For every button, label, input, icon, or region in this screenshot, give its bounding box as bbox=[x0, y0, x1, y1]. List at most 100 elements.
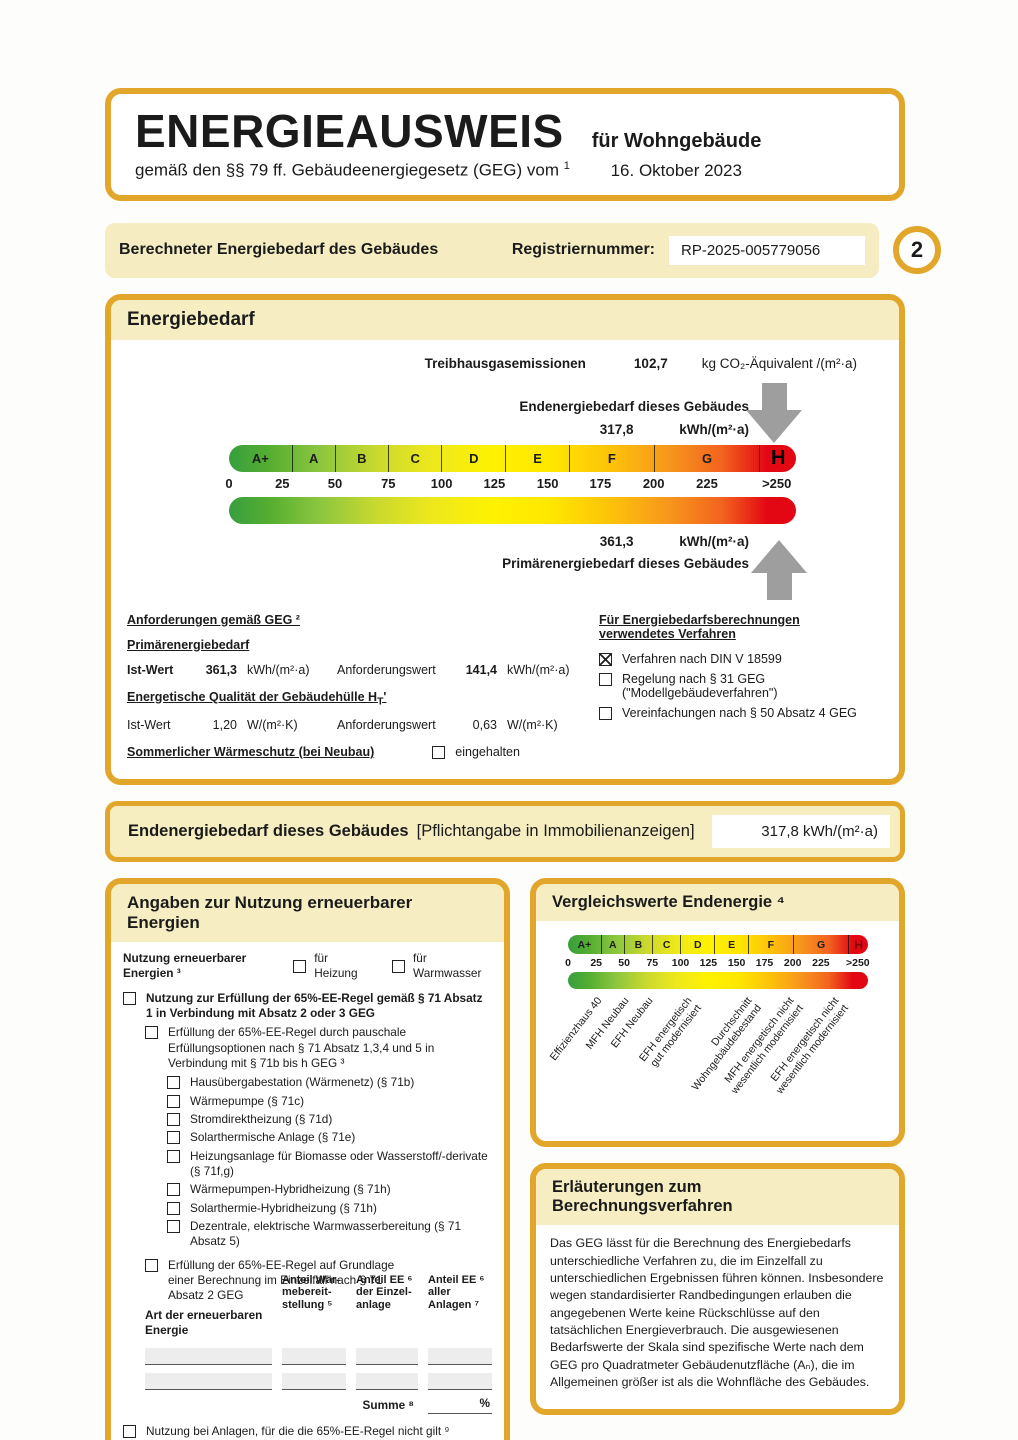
class-label: B bbox=[357, 450, 367, 466]
explanation-panel: Erläuterungen zum Berechnungsverfahren D… bbox=[530, 1163, 905, 1416]
method-option-row: Vereinfachungen nach § 50 Absatz 4 GEG bbox=[599, 706, 869, 720]
comparison-scale-ticks: 0 25 50 75 100 125 150 175 200 225 >250 bbox=[565, 957, 870, 970]
primary-energy-block: 361,3 kWh/(m²·a) Primärenergiebedarf die… bbox=[111, 534, 899, 571]
title-box: ENERGIEAUSWEIS für Wohngebäude gemäß den… bbox=[105, 88, 905, 201]
option-71e-checkbox[interactable] bbox=[167, 1131, 180, 1145]
option-71h-st-checkbox[interactable] bbox=[167, 1201, 180, 1215]
hot-water-checkbox[interactable] bbox=[392, 959, 406, 973]
summer-heat-protection-label: Sommerlicher Wärmeschutz (bei Neubau) bbox=[127, 745, 375, 760]
banner-label: Endenergiebedarf dieses Gebäudes bbox=[128, 822, 409, 841]
class-segment-g: G bbox=[655, 444, 761, 472]
hull-quality-heading: Energetische Qualität der Gebäudehülle H… bbox=[127, 689, 387, 708]
table-input-line[interactable] bbox=[356, 1373, 418, 1391]
primary-energy-label: Primärenergiebedarf dieses Gebäudes bbox=[502, 555, 749, 571]
comparison-panel: Vergleichswerte Endenergie ⁴ A+ A B C D … bbox=[530, 878, 905, 1148]
summer-heat-protection-checkbox[interactable] bbox=[432, 745, 446, 759]
energy-certificate-page: ENERGIEAUSWEIS für Wohngebäude gemäß den… bbox=[105, 88, 941, 1440]
option-71d-checkbox[interactable] bbox=[167, 1113, 180, 1127]
explanation-text: Das GEG lässt für die Berechnung des Ene… bbox=[550, 1236, 884, 1390]
energy-gradient-bar bbox=[229, 496, 796, 524]
scale-ticks: 0 25 50 75 100 125 150 175 200 225 >250 bbox=[225, 475, 792, 491]
option-71c-checkbox[interactable] bbox=[167, 1094, 180, 1108]
class-segment-b: B bbox=[336, 444, 390, 472]
end-energy-block: Endenergiebedarf dieses Gebäudes 317,8 k… bbox=[111, 399, 899, 437]
heating-checkbox[interactable] bbox=[293, 959, 307, 973]
registration-number-label: Registriernummer: bbox=[511, 241, 655, 259]
section-title: Berechneter Energiebedarf des Gebäudes bbox=[119, 241, 439, 259]
class-label: D bbox=[469, 450, 479, 466]
end-energy-arrow-icon bbox=[746, 382, 802, 443]
class-label: A bbox=[309, 450, 319, 466]
method-title: Für Energiebedarfsberechnungen verwendet… bbox=[599, 612, 800, 641]
class-segment-d: D bbox=[442, 444, 507, 472]
einzelfall-row: Erfüllung der 65%-EE-Regel auf Grundlage… bbox=[145, 1258, 492, 1304]
energiebedarf-header: Energiebedarf bbox=[111, 299, 899, 340]
method-simplification-checkbox[interactable] bbox=[599, 706, 612, 720]
registration-bar: Berechneter Energiebedarf des Gebäudes R… bbox=[105, 222, 879, 278]
ghg-emissions-row: Treibhausgasemissionen 102,7 kg CO₂-Äqui… bbox=[111, 356, 899, 371]
option-71b-checkbox[interactable] bbox=[167, 1076, 180, 1090]
table-input-line[interactable] bbox=[428, 1373, 492, 1391]
requirements-area: Anforderungen gemäß GEG ² Primärenergieb… bbox=[127, 613, 883, 760]
document-title: ENERGIEAUSWEIS bbox=[135, 105, 564, 157]
pauschal-checkbox[interactable] bbox=[145, 1026, 158, 1040]
table-input-line[interactable] bbox=[145, 1348, 272, 1366]
class-label: G bbox=[702, 450, 713, 466]
comparison-gradient-bar bbox=[568, 972, 868, 990]
table-1-sum-row: Summe ⁸ % bbox=[362, 1396, 492, 1414]
class-segment-a-plus: A+ bbox=[229, 444, 293, 472]
class-label: F bbox=[607, 450, 616, 466]
class-segment-c: C bbox=[389, 444, 443, 472]
end-energy-banner: Endenergiebedarf dieses Gebäudes [Pflich… bbox=[105, 801, 905, 863]
table-input-line[interactable] bbox=[282, 1373, 346, 1391]
class-label: H bbox=[771, 446, 786, 469]
footnote-marker-1: 1 bbox=[563, 160, 570, 172]
class-label: A+ bbox=[251, 450, 269, 466]
option-71fg-checkbox[interactable] bbox=[167, 1149, 180, 1163]
primary-energy-arrow-icon bbox=[751, 539, 807, 600]
option-71h-wp-checkbox[interactable] bbox=[167, 1183, 180, 1197]
primary-ist-row: Ist-Wert 361,3 kWh/(m²·a) Anforderungswe… bbox=[127, 662, 570, 677]
renewables-usage-row: Nutzung erneuerbarer Energien ³ für Heiz… bbox=[123, 951, 482, 981]
method-model-checkbox[interactable] bbox=[599, 672, 612, 686]
requirements-right: Für Energiebedarfsberechnungen verwendet… bbox=[599, 613, 869, 760]
pauschal-row: Erfüllung der 65%-EE-Regel durch pauscha… bbox=[145, 1025, 492, 1071]
nichtgilt-checkbox[interactable] bbox=[123, 1424, 136, 1438]
registration-number-value: RP-2025-005779056 bbox=[669, 235, 865, 265]
end-energy-value: 317,8 bbox=[599, 421, 634, 437]
class-segment-a: A bbox=[293, 444, 336, 472]
comparison-header: Vergleichswerte Endenergie ⁴ bbox=[536, 884, 899, 922]
primary-energy-value: 361,3 bbox=[599, 533, 634, 549]
primary-energy-heading: Primärenergiebedarf bbox=[127, 637, 250, 652]
class-label: E bbox=[533, 450, 542, 466]
rule65-checkbox[interactable] bbox=[123, 991, 136, 1005]
banner-bracket-note: [Pflichtangabe in Immobilienanzeigen] bbox=[416, 822, 695, 841]
energiebedarf-box: Energiebedarf Treibhausgasemissionen 102… bbox=[105, 293, 905, 786]
rule65-main-row: Nutzung zur Erfüllung der 65%-EE-Regel g… bbox=[123, 991, 492, 1022]
summer-heat-protection-option: eingehalten bbox=[455, 745, 520, 760]
nichtgilt-row: Nutzung bei Anlagen, für die die 65%-EE-… bbox=[123, 1424, 492, 1439]
comparison-labels: Effizienzhaus 40 MFH Neubau EFH Neubau E… bbox=[548, 989, 868, 1141]
requirements-left: Anforderungen gemäß GEG ² Primärenergieb… bbox=[127, 613, 583, 760]
law-date: 16. Oktober 2023 bbox=[610, 160, 742, 180]
pauschal-options: Hausübergabestation (Wärmenetz) (§ 71b) … bbox=[167, 1075, 492, 1249]
class-segment-f: F bbox=[570, 444, 655, 472]
class-label: C bbox=[410, 450, 420, 466]
table-input-line[interactable] bbox=[145, 1373, 272, 1391]
end-energy-unit: kWh/(m²·a) bbox=[679, 421, 749, 437]
method-option-row: Verfahren nach DIN V 18599 bbox=[599, 652, 869, 666]
table-input-line[interactable] bbox=[282, 1348, 346, 1366]
einzelfall-checkbox[interactable] bbox=[145, 1258, 158, 1272]
table-input-line[interactable] bbox=[356, 1348, 418, 1366]
primary-energy-unit: kWh/(m²·a) bbox=[679, 533, 749, 549]
energy-scale: A+ A B C D E F G H 0 25 50 75 100 125 bbox=[225, 382, 807, 600]
comparison-class-bar: A+ A B C D E F G H bbox=[568, 935, 868, 955]
hull-ist-row: Ist-Wert 1,20 W/(m²·K) Anforderungswert … bbox=[127, 718, 558, 733]
law-reference-text: gemäß den §§ 79 ff. Gebäudeenergiegesetz… bbox=[135, 160, 559, 180]
banner-value: 317,8 kWh/(m²·a) bbox=[712, 815, 890, 849]
renewables-header: Angaben zur Nutzung erneuerbarer Energie… bbox=[111, 884, 504, 943]
table-input-line[interactable] bbox=[428, 1348, 492, 1366]
method-din-checkbox[interactable] bbox=[599, 652, 612, 666]
option-71abs5-checkbox[interactable] bbox=[167, 1220, 180, 1234]
registration-row: Berechneter Energiebedarf des Gebäudes R… bbox=[105, 222, 941, 278]
